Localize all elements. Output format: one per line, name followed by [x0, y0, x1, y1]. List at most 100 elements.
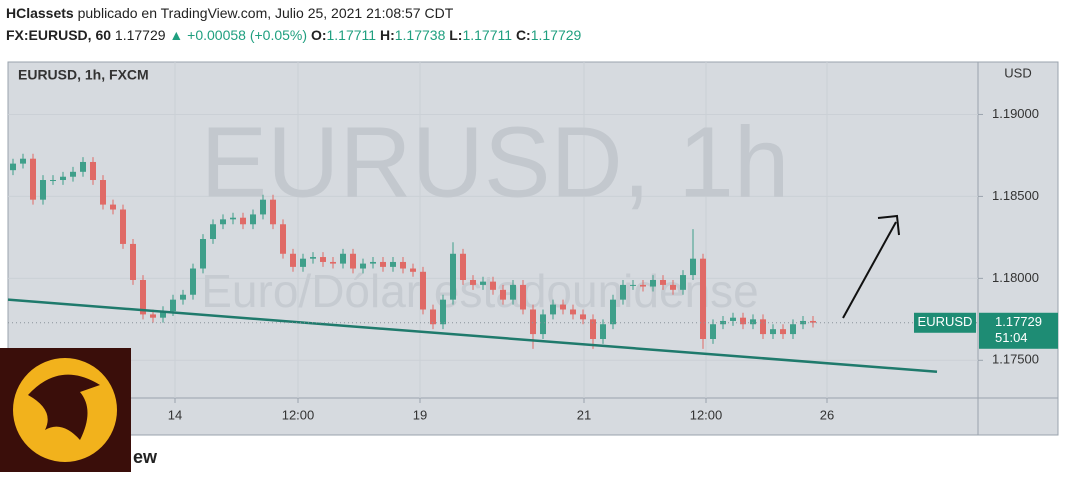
candle-body [430, 309, 436, 325]
candle-body [480, 281, 486, 285]
candle-body [60, 176, 66, 181]
candle-body [130, 243, 136, 280]
candle-body [780, 329, 786, 335]
candle-body [790, 324, 796, 335]
x-tick-label: 14 [168, 407, 182, 422]
candle-body [50, 180, 56, 182]
author: HClassets [6, 5, 74, 21]
candle-body [290, 253, 296, 267]
candle-body [610, 299, 616, 325]
candle-body [660, 279, 666, 285]
change: ▲ +0.00058 (+0.05%) [169, 27, 308, 43]
price: 1.17729 [114, 27, 166, 43]
header-line: HClassets publicado en TradingView.com, … [6, 5, 453, 21]
candle-body [570, 309, 576, 315]
candle-body [330, 261, 336, 264]
candle-body [90, 161, 96, 181]
h-label: H: [379, 27, 395, 43]
candle-body [550, 304, 556, 315]
candle-body [800, 320, 806, 325]
x-tick-label: 12:00 [282, 407, 315, 422]
c: 1.17729 [530, 27, 582, 43]
candle-body [360, 263, 366, 269]
candle-body [320, 257, 326, 262]
price-tag-label: EURUSD [918, 314, 973, 329]
l-label: L: [449, 27, 463, 43]
candle-body [590, 319, 596, 339]
candle-body [110, 204, 116, 210]
candle-body [710, 324, 716, 339]
watermark: EURUSD, 1h [200, 106, 789, 218]
candle-body [220, 219, 226, 225]
candle-body [640, 284, 646, 287]
candle-body [150, 314, 156, 318]
watermark-sub: Euro/Dólar estadounidense [201, 265, 758, 317]
candle-body [140, 279, 146, 315]
candle-body [350, 253, 356, 269]
candle-body [40, 180, 46, 200]
candle-body [560, 304, 566, 310]
y-tick-label: 1.17500 [992, 352, 1039, 367]
chart-frame [7, 61, 1059, 436]
x-tick-label: 21 [577, 407, 591, 422]
candle-body [620, 284, 626, 300]
candle-body [720, 320, 726, 325]
symbol: FX:EURUSD, 60 [6, 27, 112, 43]
candle-body [120, 209, 126, 244]
candle-body [280, 224, 286, 254]
candle-body [420, 271, 426, 310]
candle-body [410, 268, 416, 272]
x-tick-label: 12:00 [690, 407, 723, 422]
candle-body [100, 180, 106, 205]
y-tick-label: 1.18500 [992, 188, 1039, 203]
candle-body [340, 253, 346, 264]
chart-title: EURUSD, 1h, FXCM [18, 67, 149, 83]
candle-body [380, 261, 386, 267]
y-tick-label: 1.19000 [992, 106, 1039, 121]
h: 1.17738 [394, 27, 446, 43]
brand: ew [133, 447, 158, 467]
candle-body [740, 317, 746, 325]
candle-body [730, 317, 736, 321]
candle-body [490, 281, 496, 290]
o-label: O: [310, 27, 327, 43]
logo-eagle [28, 374, 100, 440]
plot [7, 153, 978, 374]
candle-body [440, 299, 446, 325]
candle-body [20, 158, 26, 164]
candle-body [400, 261, 406, 269]
candle-body [500, 289, 506, 300]
c-label: C: [515, 27, 531, 43]
price-tag-box [979, 312, 1058, 349]
quote-line: FX:EURUSD, 60 1.17729 ▲ +0.00058 (+0.05%… [6, 27, 581, 43]
l: 1.17711 [462, 27, 513, 43]
candle-body [650, 279, 656, 287]
candle-body [160, 311, 166, 318]
o: 1.17711 [326, 27, 377, 43]
candle-body [470, 279, 476, 285]
candle-body [510, 284, 516, 300]
y-tick-label: 1.18000 [992, 270, 1039, 285]
candle-body [170, 299, 176, 312]
arrow [842, 221, 897, 319]
candle-body [200, 239, 206, 269]
candle-body [580, 314, 586, 320]
candle-body [250, 214, 256, 225]
candle-body [390, 261, 396, 267]
candle-body [270, 199, 276, 225]
trendline [7, 298, 938, 374]
candle-body [460, 253, 466, 280]
candle-body [190, 268, 196, 295]
candle-body [30, 158, 36, 200]
candle-body [80, 161, 86, 172]
candle-body [450, 253, 456, 300]
candle-body [210, 224, 216, 240]
candle-body [690, 258, 696, 276]
candle-body [10, 163, 16, 171]
y-axis-label: USD [1004, 65, 1031, 80]
candle-body [240, 217, 246, 225]
candle-body [520, 284, 526, 310]
candle-body [300, 258, 306, 267]
